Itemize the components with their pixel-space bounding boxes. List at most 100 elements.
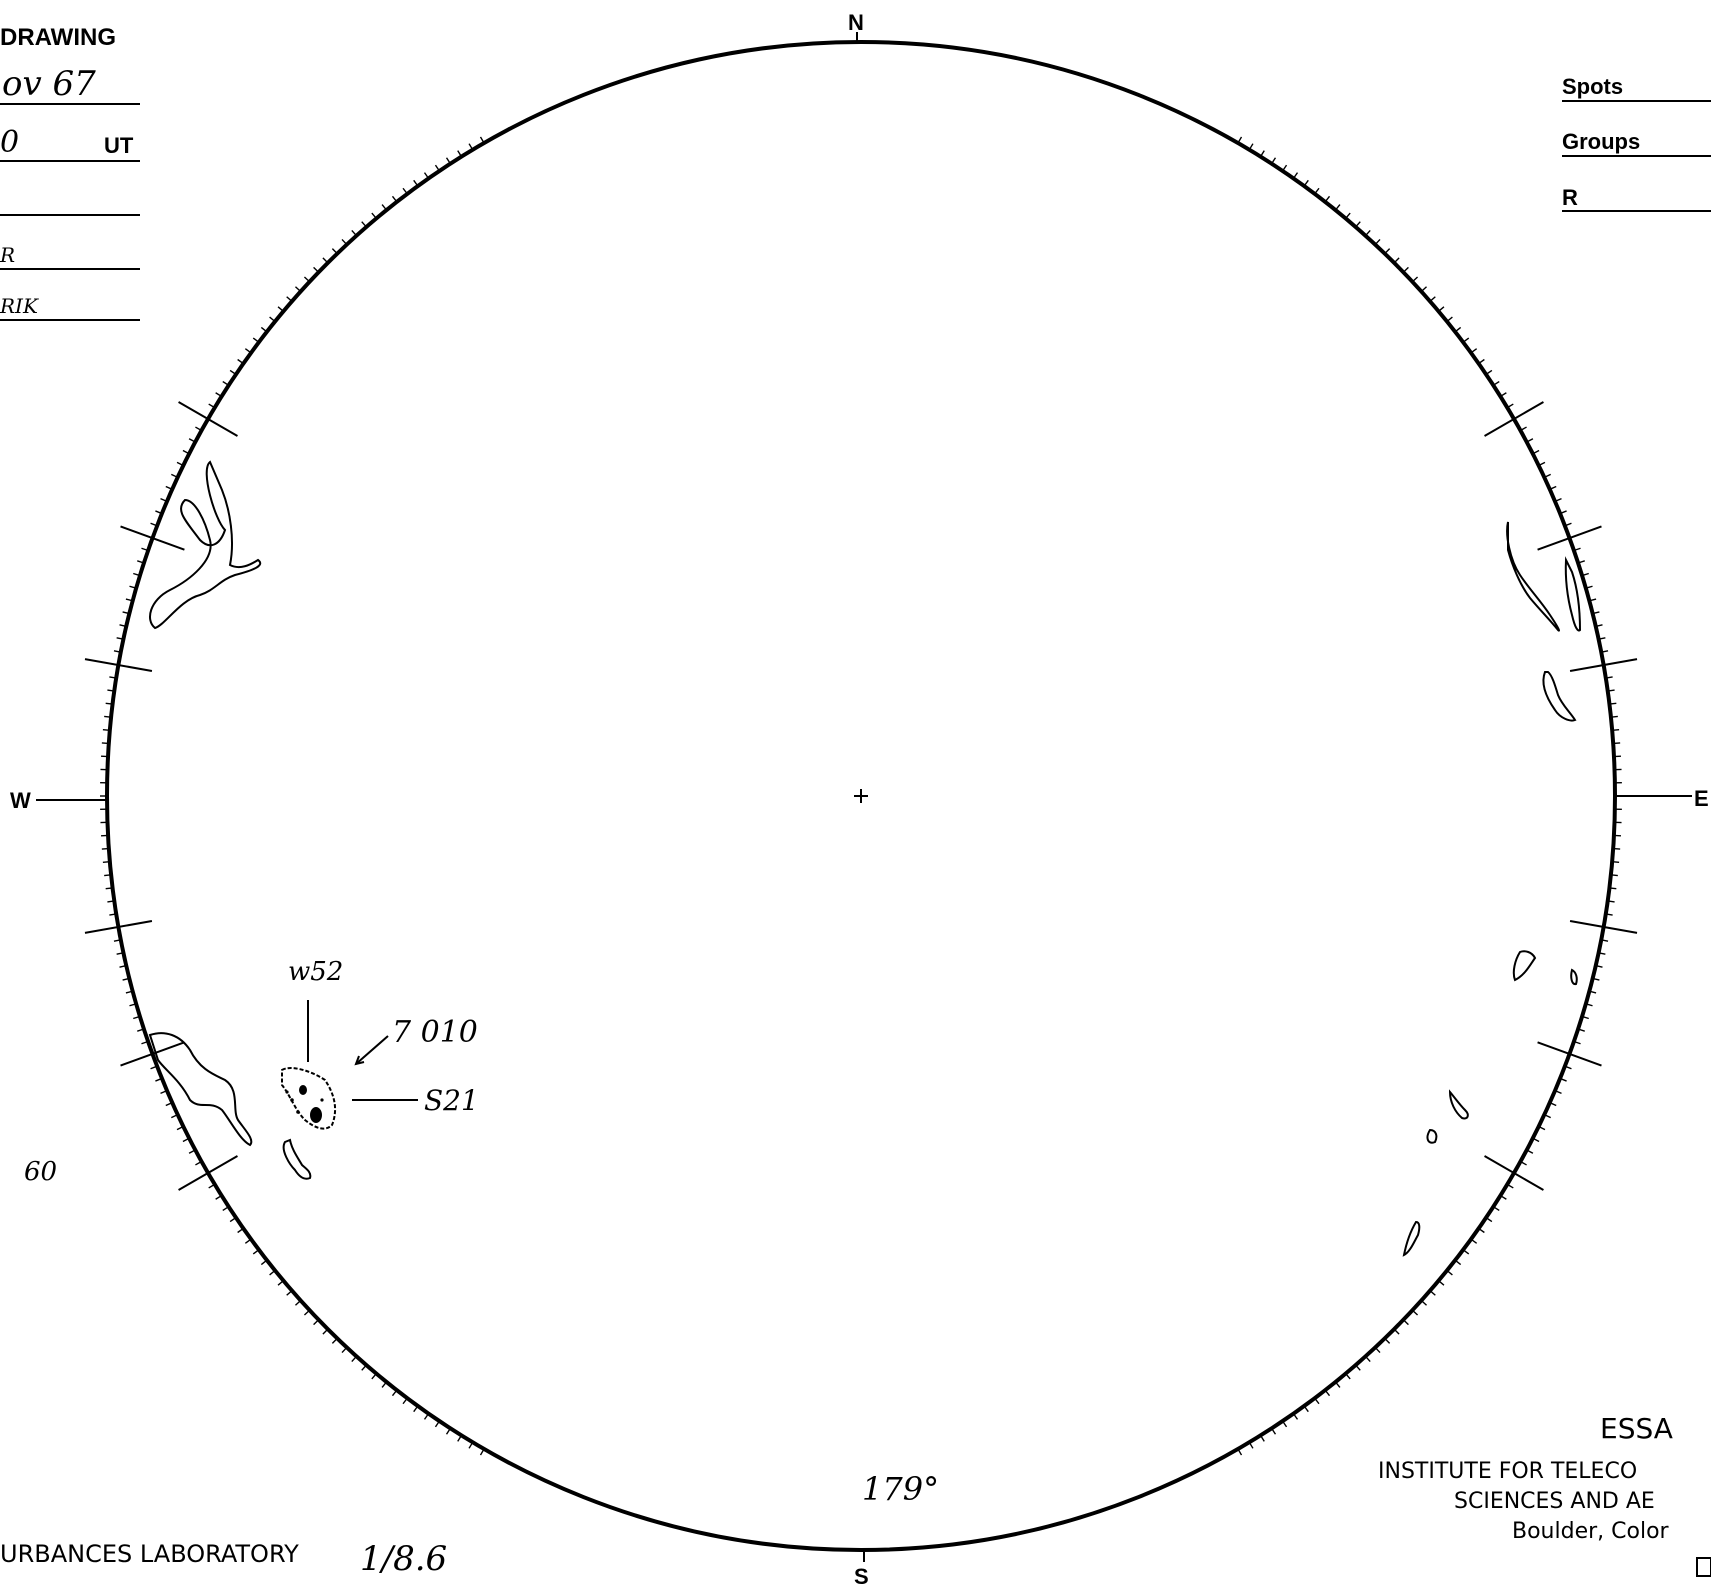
limb-minor-tick [468,1441,474,1449]
limb-minor-tick [1605,676,1613,679]
limb-minor-tick [1554,1089,1562,1094]
limb-minor-tick [1393,1328,1400,1335]
limb-minor-tick [1420,286,1428,292]
limb-minor-tick [1577,1028,1585,1032]
limb-minor-tick [1282,1420,1288,1428]
limb-minor-tick [252,337,260,343]
limb-minor-tick [1492,1206,1500,1212]
org-name: ESSA [1600,1412,1673,1445]
limb-minor-tick [1420,1300,1428,1306]
limb-minor-tick [1324,195,1331,203]
filament-se-a [1512,950,1537,982]
limb-minor-tick [1573,547,1581,552]
limb-minor-tick [1292,1413,1299,1420]
limb-minor-tick [237,1227,244,1234]
limb-minor-tick [105,887,113,890]
limb-minor-tick [468,143,474,151]
limb-minor-tick [260,1259,268,1266]
r-label: R [1562,185,1578,210]
limb-minor-tick [222,380,230,386]
limb-minor-tick [1601,650,1609,653]
limb-minor-tick [1585,585,1593,589]
limb-minor-tick [1559,1077,1567,1082]
limb-minor-tick [1564,1065,1572,1070]
east-label: E [1694,786,1709,811]
limb-minor-tick [195,1160,202,1166]
filament-se-d [1426,1128,1438,1144]
limb-minor-tick [1554,498,1562,503]
limb-minor-tick [1438,1280,1445,1286]
limb-minor-tick [351,229,357,237]
limb-minor-tick [1446,1269,1453,1276]
limb-minor-tick [351,1355,357,1363]
limb-minor-tick [1500,392,1507,398]
limb-degree-ticks [100,136,1622,1456]
limb-latitude-tick [178,1155,238,1191]
filament-outlines [148,460,1582,1257]
limb-minor-tick [1520,426,1527,432]
north-label: N [848,10,864,35]
limb-minor-tick [1506,1183,1514,1189]
org-line-1: INSTITUTE FOR TELECO [1378,1459,1637,1484]
limb-minor-tick [252,1249,260,1255]
limb-minor-tick [1324,1389,1331,1397]
sunspot-umbra-large [310,1107,322,1123]
limb-minor-tick [1365,1355,1371,1363]
limb-minor-tick [1478,1227,1485,1234]
limb-latitude-tick [84,920,153,934]
corner-stamp-box [1696,1557,1711,1577]
limb-minor-tick [104,715,112,718]
limb-minor-tick [1355,221,1361,228]
limb-minor-tick [119,964,127,968]
limb-minor-tick [1462,1249,1470,1255]
form-time-unit: UT [104,133,134,158]
limb-minor-tick [1485,369,1493,375]
limb-minor-tick [1271,1427,1277,1435]
limb-minor-tick [244,1238,252,1244]
limb-minor-tick [402,187,408,195]
limb-minor-tick [1559,510,1567,515]
limb-minor-tick [113,939,121,942]
limb-minor-tick [1549,485,1557,490]
limb-minor-tick [229,1217,237,1223]
limb-minor-tick [215,392,222,398]
limb-minor-tick [125,990,133,994]
limb-minor-tick [1454,1259,1462,1266]
limb-minor-tick [195,426,202,432]
limb-minor-tick [182,1137,190,1143]
limb-minor-tick [479,1448,485,1456]
limb-minor-tick [277,306,284,312]
limb-minor-tick [1470,1238,1478,1244]
limb-minor-tick [1402,266,1409,273]
limb-minor-tick [171,473,178,478]
limb-minor-tick [109,913,117,916]
west-label: W [10,788,31,813]
sunspot-penumbra-outline [281,1067,337,1130]
limb-minor-tick [1314,1397,1320,1405]
sunspot-pore-1 [290,1098,294,1102]
sunspot-pore-4 [320,1098,324,1102]
limb-minor-tick [1248,143,1254,151]
limb-minor-tick [137,560,145,564]
limb-minor-tick [1592,611,1600,615]
org-line-2: SCIENCES AND AE [1454,1489,1655,1514]
limb-minor-tick [1384,248,1391,255]
limb-minor-tick [237,358,244,365]
limb-minor-tick [102,728,110,731]
limb-minor-tick [1595,624,1603,628]
limb-minor-tick [294,1300,302,1306]
sunspot-pore-3 [285,1090,289,1094]
limb-minor-tick [1345,212,1351,219]
filament-se-b [1570,968,1578,986]
limb-minor-tick [122,611,130,615]
org-line-3: Boulder, Color [1512,1519,1670,1544]
limb-minor-tick [137,1028,145,1032]
limb-minor-tick [1334,1381,1341,1388]
limb-minor-tick [150,1065,158,1070]
limb-minor-tick [1610,715,1618,718]
limb-minor-tick [1411,276,1419,283]
limb-minor-tick [104,874,112,877]
limb-minor-tick [269,1269,276,1276]
limb-minor-tick [286,1290,293,1296]
